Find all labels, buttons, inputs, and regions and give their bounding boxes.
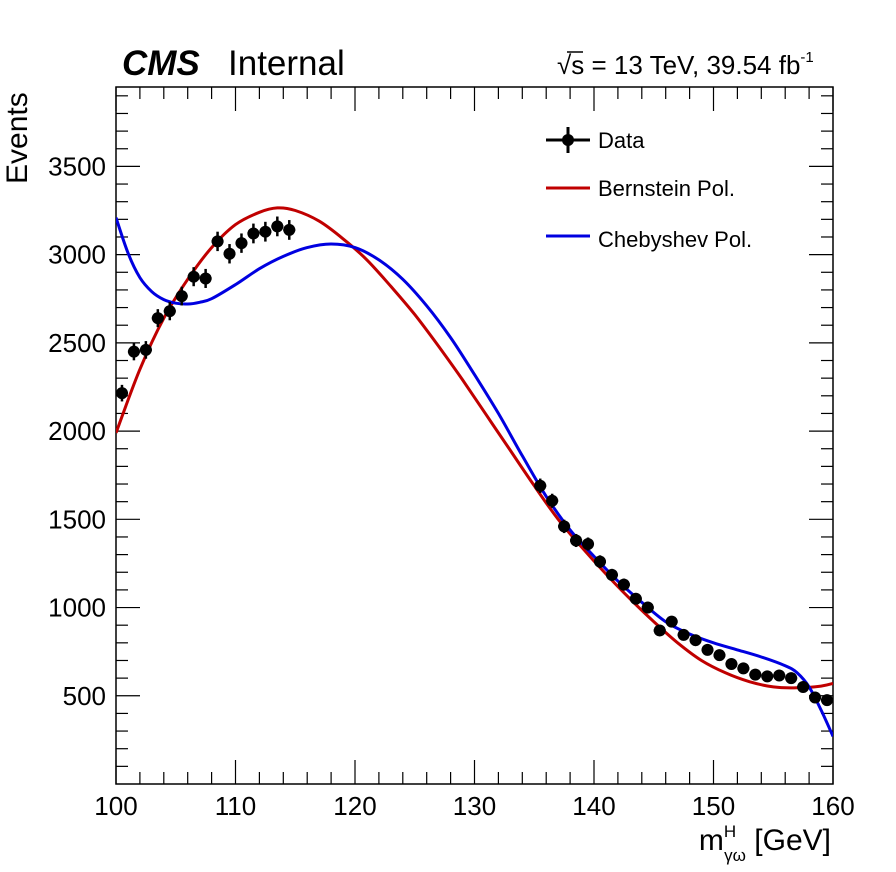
x-tick-label: 160 — [811, 791, 854, 821]
legend-chebyshev-label: Chebyshev Pol. — [598, 227, 752, 252]
sqrt-symbol: √ — [557, 50, 572, 80]
data-point — [163, 305, 176, 318]
data-point — [737, 662, 750, 675]
data-point — [629, 592, 642, 605]
data-point — [247, 227, 260, 240]
data-point — [139, 343, 152, 356]
data-point — [151, 312, 164, 325]
data-point — [617, 578, 630, 591]
y-tick-labels: 500 1000 1500 2000 2500 3000 3500 — [48, 151, 106, 710]
data-point — [546, 494, 559, 507]
x-tick-label: 130 — [453, 791, 496, 821]
sqrt-s: s — [571, 50, 584, 80]
bernstein-curve — [116, 206, 833, 690]
status-label: Internal — [228, 44, 345, 83]
data-point — [259, 225, 272, 238]
data-point — [653, 624, 666, 637]
data-point — [283, 223, 296, 236]
y-tick-label: 3000 — [48, 240, 106, 270]
lumi-superscript: -1 — [800, 49, 813, 66]
data-point — [223, 247, 236, 260]
x-tick-label: 150 — [692, 791, 735, 821]
data-point — [211, 235, 224, 248]
data-point — [115, 387, 128, 400]
y-tick-label: 500 — [63, 681, 106, 711]
data-point — [665, 615, 678, 628]
x-tick-label: 120 — [333, 791, 376, 821]
legend: Data Bernstein Pol. Chebyshev Pol. — [546, 127, 752, 252]
data-point — [175, 290, 188, 303]
x-label-sub: γω — [724, 846, 746, 865]
data-point — [558, 520, 571, 533]
data-point — [187, 270, 200, 283]
legend-data-label: Data — [598, 128, 645, 153]
data-point — [809, 691, 822, 704]
legend-data-marker — [562, 134, 574, 146]
data-point — [797, 680, 810, 693]
data-point — [749, 668, 762, 681]
data-point — [761, 670, 774, 683]
data-point — [785, 672, 798, 685]
data-point — [689, 634, 702, 647]
data-point — [713, 649, 726, 662]
y-tick-label: 2000 — [48, 416, 106, 446]
data-point — [235, 237, 248, 250]
data-point — [641, 601, 654, 614]
data-point — [127, 345, 140, 358]
data-point — [570, 534, 583, 547]
y-tick-label: 1500 — [48, 504, 106, 534]
x-tick-label: 110 — [215, 791, 256, 821]
y-tick-label: 3500 — [48, 151, 106, 181]
x-label-main: m — [699, 824, 724, 857]
data-point — [199, 272, 212, 285]
experiment-label: CMS — [122, 44, 200, 83]
data-point — [725, 658, 738, 671]
data-point — [582, 538, 595, 551]
x-label-sup: H — [724, 822, 736, 841]
data-point — [593, 555, 606, 568]
data-point — [821, 694, 834, 707]
data-point — [271, 220, 284, 233]
x-label-unit: [GeV] — [746, 824, 831, 857]
data-point — [534, 479, 547, 492]
y-axis-label: Events — [1, 92, 34, 184]
y-tick-label: 1000 — [48, 593, 106, 623]
data-point — [677, 628, 690, 641]
legend-bernstein-label: Bernstein Pol. — [598, 176, 735, 201]
data-point — [773, 669, 786, 682]
y-tick-label: 2500 — [48, 328, 106, 358]
x-tick-labels: 100 110 120 130 140 150 160 — [94, 791, 854, 821]
data-point — [605, 568, 618, 581]
x-tick-label: 140 — [572, 791, 615, 821]
fit-curves — [116, 206, 833, 738]
x-tick-label: 100 — [94, 791, 137, 821]
luminosity-label: √s = 13 TeV, 39.54 fb-1 — [557, 49, 814, 80]
data-point — [701, 643, 714, 656]
lumi-text: = 13 TeV, 39.54 fb — [584, 50, 800, 80]
x-axis-label: mH γω [GeV] — [699, 822, 831, 865]
chebyshev-curve — [116, 217, 833, 738]
data-points — [115, 216, 834, 707]
axis-ticks — [115, 87, 834, 784]
